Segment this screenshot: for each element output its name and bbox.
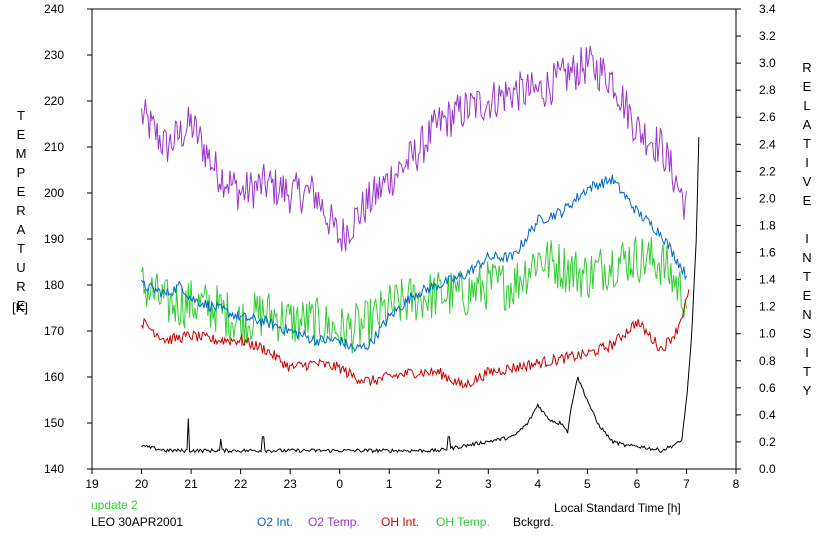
legend-oh-int: OH Int. xyxy=(381,515,420,529)
x-tick-label: 8 xyxy=(733,477,740,491)
y-right-tick-label: 3.0 xyxy=(759,56,776,70)
y-left-tick-label: 190 xyxy=(44,232,64,246)
x-tick-label: 2 xyxy=(435,477,442,491)
series-bckgrd xyxy=(141,137,700,454)
series-oh-int xyxy=(141,289,690,389)
y-left-tick-label: 210 xyxy=(44,140,64,154)
legend-o2-temp: O2 Temp. xyxy=(308,515,360,529)
y-right-tick-label: 2.8 xyxy=(759,83,776,97)
y-right-tick-label: 1.6 xyxy=(759,246,776,260)
y-left-tick-label: 140 xyxy=(44,462,64,476)
y-right-tick-label: 0.2 xyxy=(759,435,776,449)
y-left-tick-label: 200 xyxy=(44,186,64,200)
x-axis-title: Local Standard Time [h] xyxy=(554,501,681,515)
x-tick-label: 0 xyxy=(336,477,343,491)
series-oh-temp xyxy=(141,236,687,354)
axis-layer: 19 20 21 22 23 0 1 2 3 4 5 6 7 8240230220210200190180… xyxy=(44,2,776,491)
y-axis-left-unit: [K] xyxy=(12,300,28,315)
x-tick-label: 23 xyxy=(283,477,297,491)
y-left-tick-label: 230 xyxy=(44,48,64,62)
y-right-tick-label: 3.2 xyxy=(759,29,776,43)
site-date-label: LEO 30APR2001 xyxy=(91,515,184,529)
x-tick-label: 6 xyxy=(634,477,641,491)
x-tick-label: 20 xyxy=(135,477,149,491)
y-right-tick-label: 1.8 xyxy=(759,218,776,232)
series-line xyxy=(141,137,700,454)
update-label: update 2 xyxy=(91,498,138,512)
y-right-tick-label: 2.6 xyxy=(759,110,776,124)
y-right-tick-label: 1.0 xyxy=(759,327,776,341)
legend-o2-int: O2 Int. xyxy=(257,515,294,529)
series-line xyxy=(141,174,687,353)
x-tick-label: 19 xyxy=(85,477,99,491)
y-right-tick-label: 1.2 xyxy=(759,300,776,314)
y-right-tick-label: 2.2 xyxy=(759,164,776,178)
legend-oh-temp: OH Temp. xyxy=(436,515,490,529)
series-o2-int xyxy=(141,174,687,353)
y-left-tick-label: 240 xyxy=(44,2,64,16)
y-left-tick-label: 170 xyxy=(44,324,64,338)
y-right-tick-label: 3.4 xyxy=(759,2,776,16)
x-tick-label: 1 xyxy=(386,477,393,491)
y-right-tick-label: 1.4 xyxy=(759,273,776,287)
series-line xyxy=(141,236,687,354)
y-axis-left-title: T E M P E R A T U R E xyxy=(15,108,27,313)
y-right-tick-label: 0.0 xyxy=(759,462,776,476)
y-axis-right-title: R E L A T I V E I N T E N S I T Y xyxy=(802,60,812,398)
y-right-tick-label: 0.6 xyxy=(759,381,776,395)
series-line xyxy=(141,45,687,252)
x-tick-label: 7 xyxy=(683,477,690,491)
y-right-tick-label: 0.4 xyxy=(759,408,776,422)
series-line xyxy=(141,289,690,389)
y-left-tick-label: 160 xyxy=(44,370,64,384)
series-o2-temp xyxy=(141,45,687,252)
y-left-tick-label: 150 xyxy=(44,416,64,430)
y-left-tick-label: 180 xyxy=(44,278,64,292)
x-tick-label: 22 xyxy=(234,477,248,491)
x-tick-label: 3 xyxy=(485,477,492,491)
x-tick-label: 5 xyxy=(584,477,591,491)
x-tick-label: 21 xyxy=(184,477,198,491)
y-left-tick-label: 220 xyxy=(44,94,64,108)
series-layer xyxy=(141,45,700,454)
legend-bckgrd: Bckgrd. xyxy=(513,515,554,529)
y-right-tick-label: 2.4 xyxy=(759,137,776,151)
y-right-tick-label: 0.8 xyxy=(759,354,776,368)
plot-area: 19 20 21 22 23 0 1 2 3 4 5 6 7 8240230220210200190180… xyxy=(44,2,776,491)
plot-frame xyxy=(91,8,737,470)
x-tick-label: 4 xyxy=(535,477,542,491)
y-right-tick-label: 2.0 xyxy=(759,191,776,205)
